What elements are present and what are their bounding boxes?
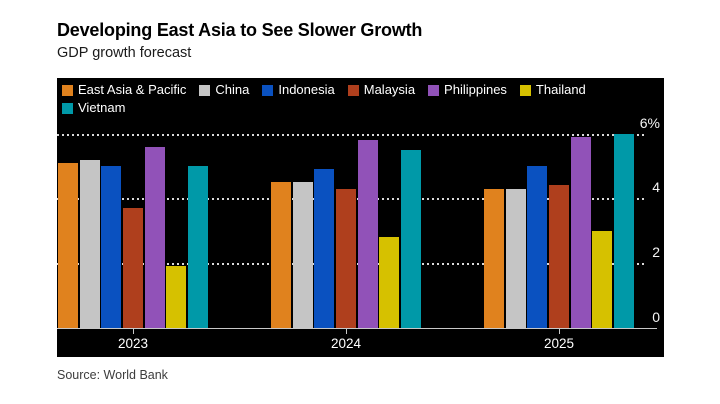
x-axis-label-2025: 2025 bbox=[543, 336, 575, 351]
x-tick-2025 bbox=[559, 328, 560, 334]
legend-swatch-indonesia bbox=[262, 84, 274, 96]
bar-2024-malaysia bbox=[336, 188, 357, 328]
bar-group-2023 bbox=[58, 146, 209, 328]
bar-2024-thailand bbox=[379, 237, 400, 328]
legend-label-east-asia-pacific: East Asia & Pacific bbox=[78, 82, 187, 97]
source-note: Source: World Bank bbox=[57, 368, 168, 382]
bar-2023-philippines bbox=[144, 146, 165, 328]
bar-2025-vietnam bbox=[614, 133, 635, 328]
bar-2023-malaysia bbox=[123, 208, 144, 328]
bar-2025-china bbox=[505, 188, 526, 328]
legend-swatch-thailand bbox=[519, 84, 531, 96]
x-axis-label-2023: 2023 bbox=[117, 336, 149, 351]
chart-subtitle: GDP growth forecast bbox=[57, 45, 192, 61]
legend-item-malaysia: Malaysia bbox=[347, 82, 416, 97]
bar-2024-east-asia-pacific bbox=[271, 182, 291, 328]
bar-2025-thailand bbox=[592, 230, 613, 328]
legend-item-thailand: Thailand bbox=[519, 82, 586, 97]
legend-label-thailand: Thailand bbox=[535, 82, 586, 97]
legend-swatch-vietnam bbox=[62, 102, 73, 114]
x-axis-label-2024: 2024 bbox=[330, 336, 362, 351]
legend-item-vietnam: Vietnam bbox=[62, 101, 125, 115]
legend-label-malaysia: Malaysia bbox=[363, 82, 416, 97]
legend-label-philippines: Philippines bbox=[444, 82, 507, 97]
legend-label-china: China bbox=[215, 82, 250, 97]
chart-panel: East Asia & Pacific China Indonesia Malaysi… bbox=[57, 78, 664, 357]
legend-swatch-east-asia-pacific bbox=[62, 84, 73, 96]
legend-label-indonesia: Indonesia bbox=[278, 82, 335, 97]
legend-item-china: China bbox=[199, 83, 249, 97]
bar-2023-east-asia-pacific bbox=[58, 162, 78, 328]
bar-group-2024 bbox=[271, 140, 422, 328]
y-axis-label-0: 0 bbox=[652, 309, 660, 325]
chart-title: Developing East Asia to See Slower Growt… bbox=[57, 20, 423, 40]
bar-2025-philippines bbox=[570, 136, 591, 328]
legend-swatch-china bbox=[199, 84, 211, 96]
bar-group-2025 bbox=[484, 133, 635, 328]
legend-swatch-malaysia bbox=[347, 84, 359, 96]
bar-2023-vietnam bbox=[188, 166, 209, 328]
bar-2024-philippines bbox=[357, 140, 378, 328]
bar-2023-thailand bbox=[166, 266, 187, 328]
y-axis-label-4: 4 bbox=[652, 179, 660, 196]
bar-2025-east-asia-pacific bbox=[484, 188, 504, 328]
chart-legend: East Asia & Pacific China Indonesia Malaysi… bbox=[62, 83, 660, 115]
bar-2024-china bbox=[292, 182, 313, 328]
bar-2024-indonesia bbox=[314, 169, 335, 328]
y-axis-label-2: 2 bbox=[652, 244, 660, 261]
legend-item-east-asia-pacific: East Asia & Pacific bbox=[62, 83, 186, 97]
x-tick-2023 bbox=[133, 328, 134, 334]
legend-item-philippines: Philippines bbox=[428, 83, 507, 97]
x-tick-2024 bbox=[346, 328, 347, 334]
bar-2025-malaysia bbox=[549, 185, 570, 328]
bar-2025-indonesia bbox=[527, 166, 548, 328]
bar-2023-indonesia bbox=[101, 166, 122, 328]
gridline-6 bbox=[57, 133, 645, 136]
legend-swatch-philippines bbox=[428, 84, 440, 96]
bar-2023-china bbox=[79, 159, 100, 328]
legend-label-vietnam: Vietnam bbox=[78, 100, 126, 115]
x-axis-baseline bbox=[57, 328, 657, 329]
y-axis-label-6: 6% bbox=[639, 114, 660, 131]
bar-2024-vietnam bbox=[401, 149, 422, 328]
legend-item-indonesia: Indonesia bbox=[262, 82, 335, 97]
